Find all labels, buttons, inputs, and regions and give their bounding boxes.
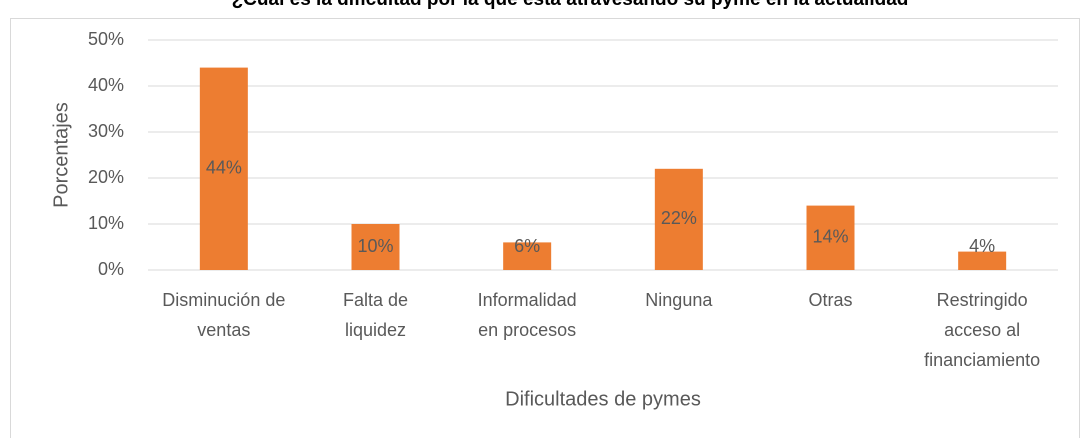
y-tick-label: 30% <box>88 121 124 141</box>
x-tick-label: Restringido <box>937 290 1028 310</box>
x-tick-label: ventas <box>197 320 250 340</box>
bar <box>958 251 1007 270</box>
data-label: 10% <box>357 236 393 256</box>
y-tick-label: 50% <box>88 29 124 49</box>
chart-frame <box>10 18 1080 438</box>
x-tick-label: Disminución de <box>162 290 285 310</box>
x-tick-label: Ninguna <box>645 290 713 310</box>
bar <box>199 67 248 270</box>
x-tick-label: Otras <box>808 290 852 310</box>
data-label: 4% <box>969 236 995 256</box>
bar <box>806 205 855 270</box>
x-tick-label: Falta de <box>343 290 408 310</box>
x-tick-label: financiamiento <box>924 350 1040 370</box>
x-axis-title: Dificultades de pymes <box>505 388 701 410</box>
chart-title: ¿Cuál es la dificultad por la que está a… <box>232 0 909 10</box>
data-label: 22% <box>661 208 697 228</box>
x-tick-label: acceso al <box>944 320 1020 340</box>
x-tick-label: en procesos <box>478 320 576 340</box>
y-tick-label: 20% <box>88 167 124 187</box>
y-axis-title: Porcentajes <box>50 102 72 208</box>
bar <box>351 224 400 270</box>
data-label: 44% <box>206 158 242 178</box>
data-label: 6% <box>514 236 540 256</box>
y-tick-label: 10% <box>88 213 124 233</box>
x-tick-label: Informalidad <box>478 290 577 310</box>
data-label: 14% <box>812 227 848 247</box>
bar <box>654 168 703 270</box>
bar <box>503 242 552 270</box>
y-tick-label: 40% <box>88 75 124 95</box>
y-tick-label: 0% <box>98 259 124 279</box>
x-tick-label: liquidez <box>345 320 406 340</box>
